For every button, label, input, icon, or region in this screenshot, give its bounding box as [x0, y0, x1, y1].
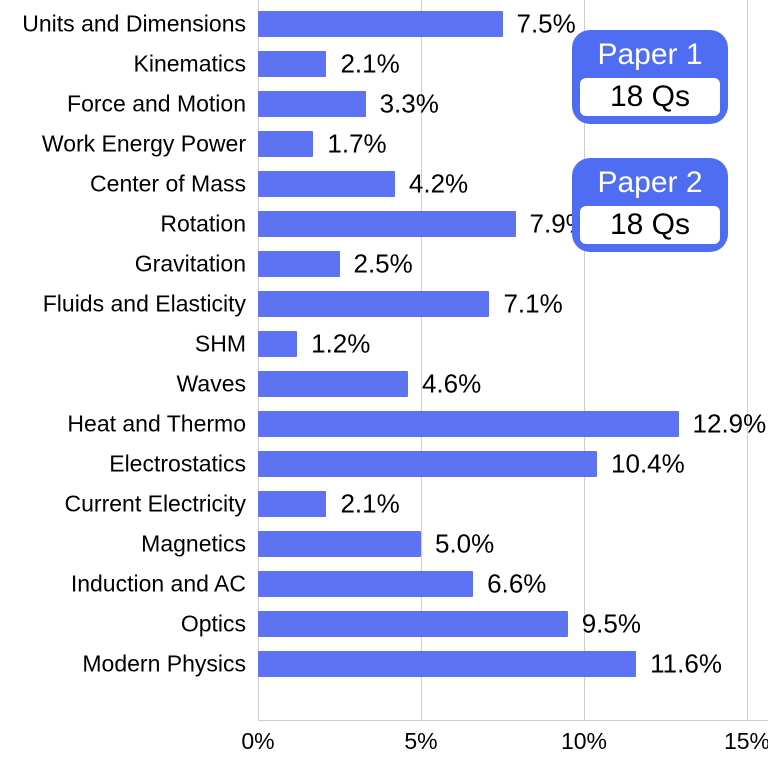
- category-label: Center of Mass: [90, 171, 246, 198]
- category-label: Work Energy Power: [42, 131, 246, 158]
- category-label: Electrostatics: [109, 451, 246, 478]
- category-label: Induction and AC: [71, 571, 246, 598]
- category-label: Gravitation: [135, 251, 246, 278]
- value-label: 12.9%: [693, 409, 767, 440]
- bar: [258, 131, 313, 157]
- category-label: Units and Dimensions: [22, 11, 246, 38]
- x-tick-label: 10%: [561, 728, 607, 755]
- x-axis: 0%5%10%15%: [258, 720, 768, 768]
- bar-row: 1.2%: [258, 324, 768, 364]
- value-label: 4.2%: [409, 169, 468, 200]
- bar-row: 5.0%: [258, 524, 768, 564]
- value-label: 3.3%: [380, 89, 439, 120]
- category-row: Optics: [0, 604, 258, 644]
- category-label: SHM: [195, 331, 246, 358]
- bar-row: 12.9%: [258, 404, 768, 444]
- bar-row: 11.6%: [258, 644, 768, 684]
- value-label: 2.5%: [354, 249, 413, 280]
- category-row: Heat and Thermo: [0, 404, 258, 444]
- paper-2-title: Paper 2: [580, 166, 720, 200]
- category-row: Waves: [0, 364, 258, 404]
- paper-1-badge: Paper 1 18 Qs: [572, 30, 728, 124]
- paper-2-body: 18 Qs: [580, 206, 720, 244]
- category-label: Force and Motion: [67, 91, 246, 118]
- category-row: Modern Physics: [0, 644, 258, 684]
- category-row: Gravitation: [0, 244, 258, 284]
- value-label: 11.6%: [650, 649, 722, 680]
- chart-stage: Units and Dimensions Kinematics Force and …: [0, 0, 768, 768]
- category-row: Current Electricity: [0, 484, 258, 524]
- value-label: 1.7%: [327, 129, 386, 160]
- category-row: Force and Motion: [0, 84, 258, 124]
- value-label: 4.6%: [422, 369, 481, 400]
- x-axis-line: [258, 720, 768, 721]
- bar-row: 7.1%: [258, 284, 768, 324]
- category-row: Rotation: [0, 204, 258, 244]
- bar-row: 10.4%: [258, 444, 768, 484]
- value-label: 1.2%: [311, 329, 370, 360]
- bar: [258, 531, 421, 557]
- value-label: 5.0%: [435, 529, 494, 560]
- x-tick-label: 0%: [241, 728, 274, 755]
- category-row: Work Energy Power: [0, 124, 258, 164]
- bar: [258, 651, 636, 677]
- category-row: Fluids and Elasticity: [0, 284, 258, 324]
- bar: [258, 451, 597, 477]
- bar: [258, 11, 503, 37]
- bar: [258, 611, 568, 637]
- paper-1-title: Paper 1: [580, 38, 720, 72]
- category-label: Magnetics: [141, 531, 246, 558]
- paper-2-badge: Paper 2 18 Qs: [572, 158, 728, 252]
- bar-row: 4.6%: [258, 364, 768, 404]
- bar: [258, 211, 516, 237]
- value-label: 7.1%: [503, 289, 562, 320]
- bar: [258, 171, 395, 197]
- category-row: Electrostatics: [0, 444, 258, 484]
- bar: [258, 331, 297, 357]
- category-label: Optics: [181, 611, 246, 638]
- category-row: SHM: [0, 324, 258, 364]
- category-label: Waves: [177, 371, 246, 398]
- bar: [258, 491, 326, 517]
- bar: [258, 371, 408, 397]
- bar-row: 9.5%: [258, 604, 768, 644]
- bar: [258, 291, 489, 317]
- value-label: 2.1%: [340, 489, 399, 520]
- value-label: 7.5%: [517, 9, 576, 40]
- bar: [258, 251, 340, 277]
- bar: [258, 91, 366, 117]
- category-row: Induction and AC: [0, 564, 258, 604]
- x-tick-label: 15%: [724, 728, 768, 755]
- paper-1-body: 18 Qs: [580, 78, 720, 116]
- value-label: 10.4%: [611, 449, 685, 480]
- category-row: Kinematics: [0, 44, 258, 84]
- bar: [258, 571, 473, 597]
- category-label: Kinematics: [134, 51, 246, 78]
- category-label: Rotation: [160, 211, 246, 238]
- category-row: Magnetics: [0, 524, 258, 564]
- bar: [258, 51, 326, 77]
- value-label: 6.6%: [487, 569, 546, 600]
- category-row: Units and Dimensions: [0, 4, 258, 44]
- bar-row: 6.6%: [258, 564, 768, 604]
- bar: [258, 411, 679, 437]
- category-label: Modern Physics: [82, 651, 246, 678]
- category-row: Center of Mass: [0, 164, 258, 204]
- bar-row: 2.1%: [258, 484, 768, 524]
- value-label: 9.5%: [582, 609, 641, 640]
- x-tick-label: 5%: [404, 728, 437, 755]
- category-label: Current Electricity: [65, 491, 246, 518]
- value-label: 2.1%: [340, 49, 399, 80]
- category-label: Fluids and Elasticity: [43, 291, 246, 318]
- category-label: Heat and Thermo: [67, 411, 246, 438]
